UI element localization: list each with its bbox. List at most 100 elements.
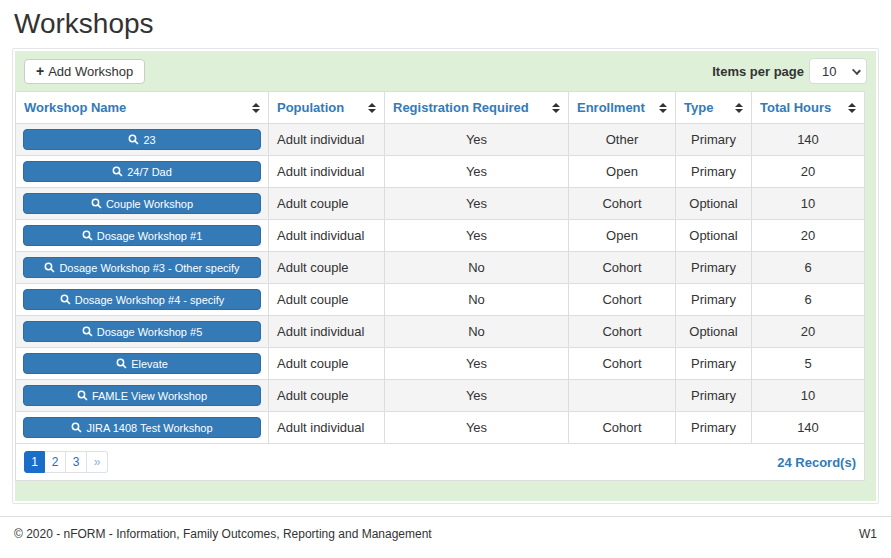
column-header-registration-required[interactable]: Registration Required bbox=[385, 92, 569, 124]
column-header-type[interactable]: Type bbox=[676, 92, 752, 124]
registration-required-cell: Yes bbox=[385, 124, 569, 156]
magnifier-icon bbox=[44, 262, 55, 273]
population-cell: Adult couple bbox=[269, 188, 385, 220]
plus-icon: + bbox=[36, 64, 44, 78]
content-card: + Add Workshop Items per page 10 Worksho… bbox=[12, 48, 879, 504]
record-count: 24 Record(s) bbox=[777, 455, 856, 470]
items-per-page-select[interactable]: 10 bbox=[809, 58, 867, 84]
table-row: FAMLE View WorkshopAdult coupleYesPrimar… bbox=[16, 380, 865, 412]
enrollment-cell bbox=[569, 380, 676, 412]
workshop-name-label: 23 bbox=[143, 134, 155, 146]
workshop-open-button[interactable]: Dosage Workshop #3 - Other specify bbox=[23, 257, 261, 278]
workshop-name-label: Elevate bbox=[131, 358, 168, 370]
workshop-open-button[interactable]: Dosage Workshop #5 bbox=[23, 321, 261, 342]
population-cell: Adult couple bbox=[269, 284, 385, 316]
add-workshop-label: Add Workshop bbox=[48, 64, 133, 79]
enrollment-cell: Other bbox=[569, 124, 676, 156]
enrollment-cell: Cohort bbox=[569, 348, 676, 380]
workshop-name-cell: Elevate bbox=[16, 348, 269, 380]
page-title: Workshops bbox=[14, 8, 891, 40]
registration-required-cell: No bbox=[385, 284, 569, 316]
magnifier-icon bbox=[82, 326, 93, 337]
registration-required-cell: Yes bbox=[385, 188, 569, 220]
page-button-2[interactable]: 2 bbox=[45, 451, 66, 473]
workshop-open-button[interactable]: Dosage Workshop #4 - specify bbox=[23, 289, 261, 310]
workshop-open-button[interactable]: Dosage Workshop #1 bbox=[23, 225, 261, 246]
population-cell: Adult couple bbox=[269, 252, 385, 284]
workshop-name-cell: Couple Workshop bbox=[16, 188, 269, 220]
workshop-name-cell: FAMLE View Workshop bbox=[16, 380, 269, 412]
registration-required-cell: Yes bbox=[385, 156, 569, 188]
total-hours-cell: 5 bbox=[752, 348, 865, 380]
population-cell: Adult individual bbox=[269, 156, 385, 188]
total-hours-cell: 6 bbox=[752, 284, 865, 316]
column-label: Workshop Name bbox=[24, 100, 126, 115]
type-cell: Primary bbox=[676, 124, 752, 156]
sort-icon bbox=[735, 103, 743, 113]
workshop-name-cell: 24/7 Dad bbox=[16, 156, 269, 188]
footer-environment: W1 bbox=[859, 527, 877, 541]
page-button-3[interactable]: 3 bbox=[66, 451, 87, 473]
population-cell: Adult couple bbox=[269, 348, 385, 380]
registration-required-cell: Yes bbox=[385, 412, 569, 444]
workshop-name-label: Dosage Workshop #3 - Other specify bbox=[59, 262, 239, 274]
column-header-workshop-name[interactable]: Workshop Name bbox=[16, 92, 269, 124]
magnifier-icon bbox=[60, 294, 71, 305]
pager: 123» bbox=[24, 451, 108, 473]
add-workshop-button[interactable]: + Add Workshop bbox=[24, 59, 145, 84]
page-button-1[interactable]: 1 bbox=[24, 451, 45, 473]
workshop-open-button[interactable]: Couple Workshop bbox=[23, 193, 261, 214]
table-row: Elevate Adult coupleYesCohortPrimary5 bbox=[16, 348, 865, 380]
total-hours-cell: 6 bbox=[752, 252, 865, 284]
column-header-total-hours[interactable]: Total Hours bbox=[752, 92, 865, 124]
table-row: Dosage Workshop #1Adult individualYesOpe… bbox=[16, 220, 865, 252]
registration-required-cell: Yes bbox=[385, 220, 569, 252]
population-cell: Adult couple bbox=[269, 380, 385, 412]
type-cell: Primary bbox=[676, 156, 752, 188]
workshop-name-label: Dosage Workshop #4 - specify bbox=[75, 294, 225, 306]
workshop-open-button[interactable]: FAMLE View Workshop bbox=[23, 385, 261, 406]
pagination-bar: 123» 24 Record(s) bbox=[15, 444, 865, 481]
next-page-button[interactable]: » bbox=[87, 451, 108, 473]
workshop-open-button[interactable]: Elevate bbox=[23, 353, 261, 374]
registration-required-cell: Yes bbox=[385, 348, 569, 380]
type-cell: Primary bbox=[676, 252, 752, 284]
table-zone: Workshop Name PopulationRegistration Requ… bbox=[15, 91, 865, 481]
column-header-population[interactable]: Population bbox=[269, 92, 385, 124]
panel-bottom-padding bbox=[15, 481, 876, 501]
footer-copyright: © 2020 - nFORM - Information, Family Out… bbox=[14, 527, 432, 541]
workshop-name-cell: 23 bbox=[16, 124, 269, 156]
sort-icon bbox=[552, 103, 560, 113]
magnifier-icon bbox=[116, 358, 127, 369]
workshop-name-cell: JIRA 1408 Test Workshop bbox=[16, 412, 269, 444]
workshop-open-button[interactable]: 23 bbox=[23, 129, 261, 150]
total-hours-cell: 140 bbox=[752, 124, 865, 156]
workshop-name-cell: Dosage Workshop #5 bbox=[16, 316, 269, 348]
type-cell: Primary bbox=[676, 284, 752, 316]
workshop-name-label: Dosage Workshop #1 bbox=[97, 230, 203, 242]
magnifier-icon bbox=[91, 198, 102, 209]
type-cell: Primary bbox=[676, 348, 752, 380]
magnifier-icon bbox=[82, 230, 93, 241]
workshop-name-label: 24/7 Dad bbox=[127, 166, 172, 178]
items-per-page-label: Items per page bbox=[712, 64, 804, 79]
type-cell: Optional bbox=[676, 220, 752, 252]
total-hours-cell: 20 bbox=[752, 220, 865, 252]
type-cell: Optional bbox=[676, 188, 752, 220]
column-header-enrollment[interactable]: Enrollment bbox=[569, 92, 676, 124]
total-hours-cell: 20 bbox=[752, 316, 865, 348]
table-row: 24/7 DadAdult individualYesOpenPrimary20 bbox=[16, 156, 865, 188]
enrollment-cell: Cohort bbox=[569, 412, 676, 444]
column-label: Total Hours bbox=[760, 100, 831, 115]
items-per-page: Items per page 10 bbox=[712, 58, 867, 84]
workshop-name-label: Couple Workshop bbox=[106, 198, 193, 210]
workshop-open-button[interactable]: JIRA 1408 Test Workshop bbox=[23, 417, 261, 438]
sort-icon bbox=[368, 103, 376, 113]
workshop-name-cell: Dosage Workshop #1 bbox=[16, 220, 269, 252]
magnifier-icon bbox=[128, 134, 139, 145]
registration-required-cell: No bbox=[385, 316, 569, 348]
workshop-open-button[interactable]: 24/7 Dad bbox=[23, 161, 261, 182]
population-cell: Adult individual bbox=[269, 124, 385, 156]
population-cell: Adult individual bbox=[269, 412, 385, 444]
table-row: Dosage Workshop #4 - specify Adult couple… bbox=[16, 284, 865, 316]
